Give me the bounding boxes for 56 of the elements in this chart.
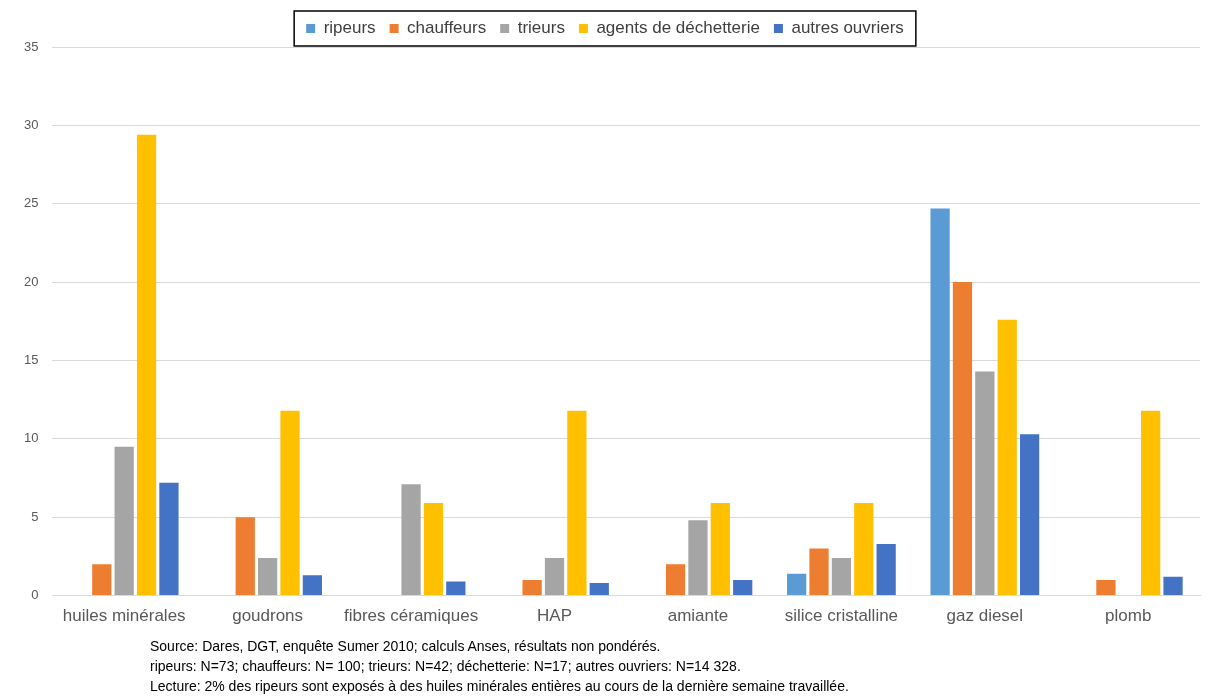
bar xyxy=(831,557,852,596)
x-tick-label: silice cristalline xyxy=(784,606,899,626)
bar xyxy=(733,579,753,596)
y-tick-label: 20 xyxy=(23,273,39,289)
y-tick-label: 5 xyxy=(31,508,39,524)
y-tick-label: 0 xyxy=(31,587,39,603)
bar xyxy=(136,134,157,596)
bar xyxy=(1163,576,1183,596)
bar xyxy=(159,482,179,596)
bar xyxy=(710,503,730,596)
y-tick-label: 35 xyxy=(23,38,39,54)
x-tick-label: goudrons xyxy=(232,606,304,626)
bar xyxy=(522,579,542,596)
x-tick-label: plomb xyxy=(1105,606,1152,626)
bar xyxy=(567,410,587,596)
bar xyxy=(809,548,829,596)
bar xyxy=(1019,434,1040,596)
legend-label: agents de déchetterie xyxy=(596,18,760,38)
bar xyxy=(302,575,322,596)
bar xyxy=(589,583,609,596)
bar xyxy=(92,564,112,596)
bar xyxy=(235,517,255,596)
bar xyxy=(401,484,421,596)
bar xyxy=(1141,410,1161,596)
bar xyxy=(446,581,466,596)
legend-label: autres ouvriers xyxy=(791,18,904,38)
bar xyxy=(114,446,134,596)
bar xyxy=(688,520,708,596)
bar xyxy=(975,371,995,596)
bar xyxy=(544,557,565,596)
y-tick-label: 30 xyxy=(23,116,39,132)
x-tick-label: fibres céramiques xyxy=(343,606,479,626)
y-tick-label: 15 xyxy=(23,352,39,368)
text: ripeurs: N=73; chauffeurs: N= 100; trieurs: N=42; déchetterie: N=17; autres ouvriers: N=14 328. xyxy=(150,657,742,676)
legend-label: trieurs xyxy=(517,18,565,38)
bar xyxy=(258,557,278,596)
source-note: Source: Dares, DGT, enquête Sumer 2010; calculs Anses, résultats non pondérés. xyxy=(150,637,662,656)
text: Lecture: 2% des ripeurs sont exposés à des huiles minérales entières au cours de la dernière semaine travaillée. xyxy=(150,677,849,696)
bar xyxy=(952,282,973,596)
x-tick-label: gaz diesel xyxy=(946,606,1024,626)
bar xyxy=(787,573,807,596)
bar xyxy=(997,319,1017,596)
legend-label: chauffeurs xyxy=(407,18,487,38)
y-tick-label: 10 xyxy=(23,430,39,446)
bar xyxy=(876,543,896,596)
legend-label: ripeurs xyxy=(323,18,376,38)
bar xyxy=(854,503,874,596)
bar xyxy=(1096,579,1116,596)
bar xyxy=(423,503,444,596)
bar xyxy=(665,564,686,596)
x-tick-label: huiles minérales xyxy=(62,606,186,626)
y-tick-label: 25 xyxy=(23,195,39,211)
x-tick-label: HAP xyxy=(537,606,572,626)
bar xyxy=(930,208,950,596)
bar xyxy=(280,410,300,596)
x-tick-label: amiante xyxy=(667,606,729,626)
